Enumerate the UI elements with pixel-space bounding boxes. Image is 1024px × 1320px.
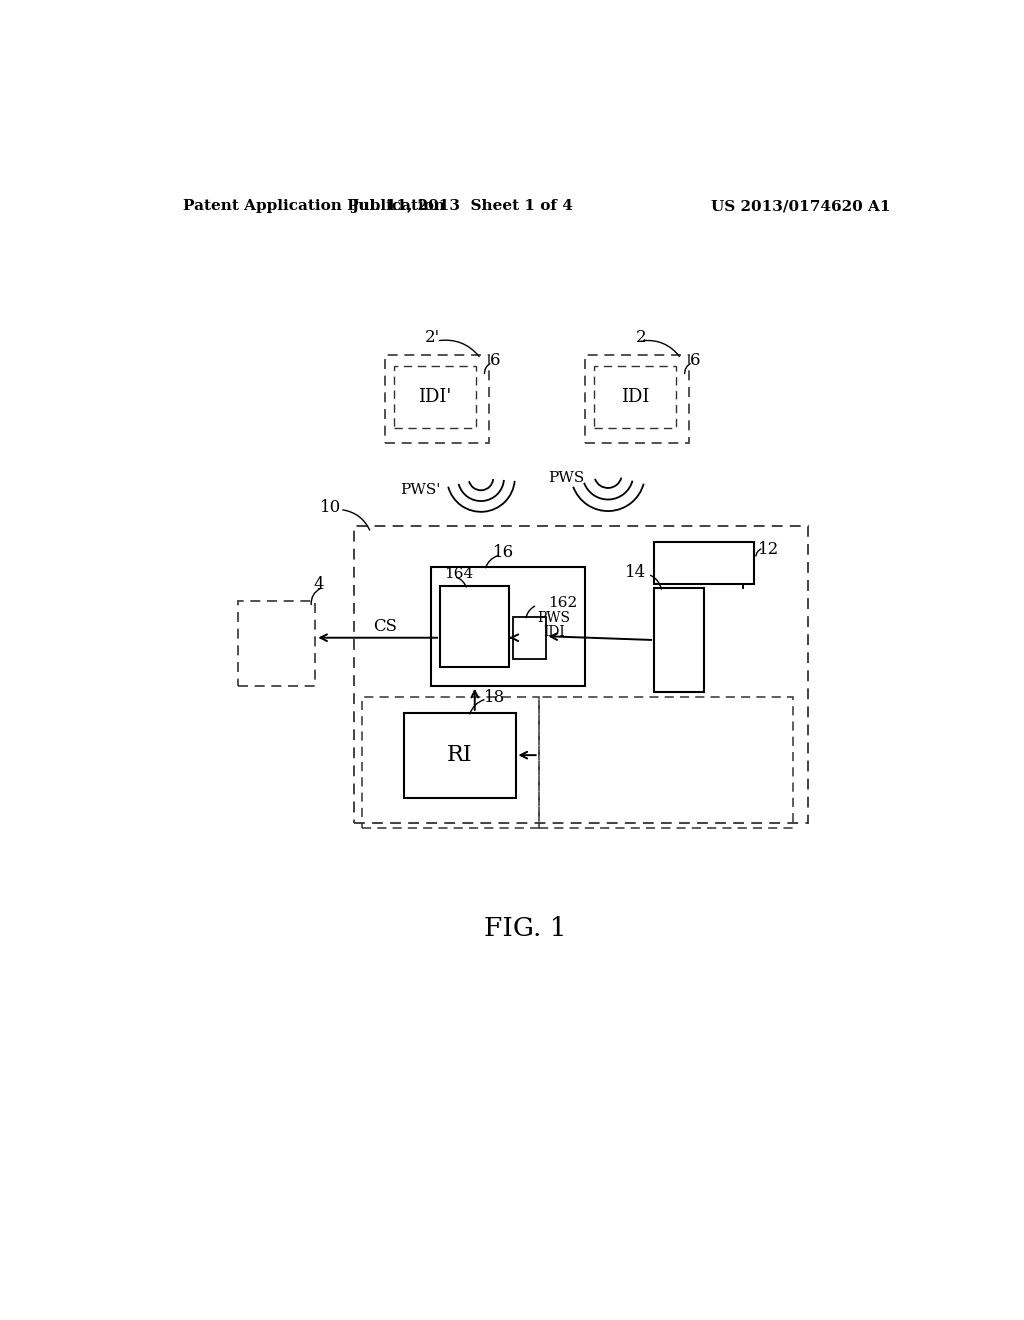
Bar xyxy=(394,367,476,428)
Bar xyxy=(654,589,705,692)
Text: 14: 14 xyxy=(626,564,646,581)
Text: Jul. 11, 2013  Sheet 1 of 4: Jul. 11, 2013 Sheet 1 of 4 xyxy=(351,199,572,213)
Bar xyxy=(354,527,808,822)
Bar xyxy=(431,566,585,686)
Text: FIG. 1: FIG. 1 xyxy=(483,916,566,941)
Text: 12: 12 xyxy=(758,541,779,558)
Text: IDI': IDI' xyxy=(419,388,452,407)
Bar xyxy=(361,697,539,829)
Bar xyxy=(594,367,677,428)
Text: 2: 2 xyxy=(635,329,646,346)
Text: 2': 2' xyxy=(425,329,440,346)
Text: IDI: IDI xyxy=(543,626,565,639)
Text: Patent Application Publication: Patent Application Publication xyxy=(183,199,444,213)
Text: 162: 162 xyxy=(548,595,578,610)
Bar xyxy=(385,355,488,444)
Text: RI: RI xyxy=(446,744,472,766)
Bar xyxy=(513,616,546,659)
Bar xyxy=(440,586,509,667)
Text: CS: CS xyxy=(374,618,397,635)
Text: 164: 164 xyxy=(444,568,473,581)
Bar xyxy=(654,541,755,585)
Bar xyxy=(239,601,315,686)
Text: PWS': PWS' xyxy=(400,483,441,496)
Text: 10: 10 xyxy=(321,499,341,516)
Text: PWS: PWS xyxy=(538,611,570,626)
Text: 18: 18 xyxy=(483,689,505,706)
Text: IDI: IDI xyxy=(622,388,649,407)
Text: 6: 6 xyxy=(690,352,700,370)
Bar xyxy=(403,713,515,797)
Text: US 2013/0174620 A1: US 2013/0174620 A1 xyxy=(711,199,890,213)
Text: 6: 6 xyxy=(489,352,500,370)
Text: 16: 16 xyxy=(493,544,514,561)
Text: 4: 4 xyxy=(314,576,325,593)
Text: PWS: PWS xyxy=(549,471,585,484)
Bar xyxy=(539,697,793,829)
Bar xyxy=(585,355,689,444)
